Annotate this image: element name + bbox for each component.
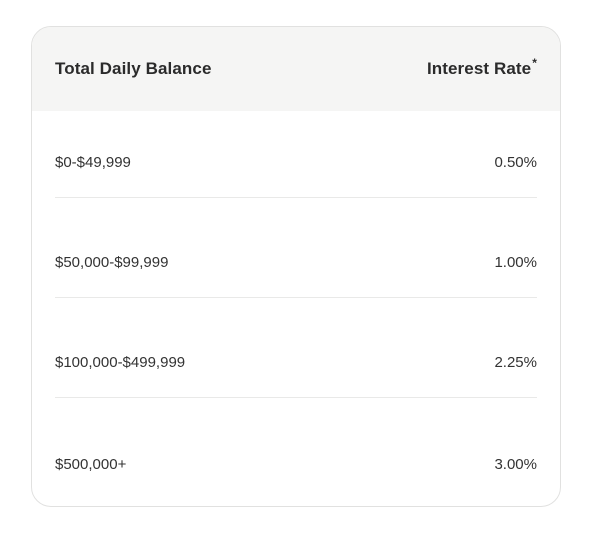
rate-cell: 0.50%	[494, 154, 537, 171]
table-row: $0-$49,999 0.50%	[55, 111, 537, 198]
rate-column-header-label: Interest Rate	[426, 59, 532, 78]
footnote-asterisk: *	[532, 56, 537, 70]
table-row: $100,000-$499,999 2.25%	[55, 298, 537, 398]
balance-cell: $500,000+	[55, 456, 127, 473]
balance-column-header: Total Daily Balance	[55, 59, 212, 78]
interest-rate-table-card: Total Daily Balance Interest Rate* $0-$4…	[31, 26, 561, 507]
table-body: $0-$49,999 0.50% $50,000-$99,999 1.00% $…	[32, 111, 560, 506]
rate-cell: 1.00%	[494, 254, 537, 271]
table-row: $50,000-$99,999 1.00%	[55, 198, 537, 298]
table-row: $500,000+ 3.00%	[55, 398, 537, 506]
table-header-row: Total Daily Balance Interest Rate*	[32, 27, 560, 111]
balance-cell: $50,000-$99,999	[55, 254, 169, 271]
rate-column-header: Interest Rate*	[426, 56, 537, 79]
rate-cell: 3.00%	[494, 456, 537, 473]
balance-cell: $100,000-$499,999	[55, 354, 186, 371]
balance-cell: $0-$49,999	[55, 154, 131, 171]
rate-cell: 2.25%	[494, 354, 537, 371]
